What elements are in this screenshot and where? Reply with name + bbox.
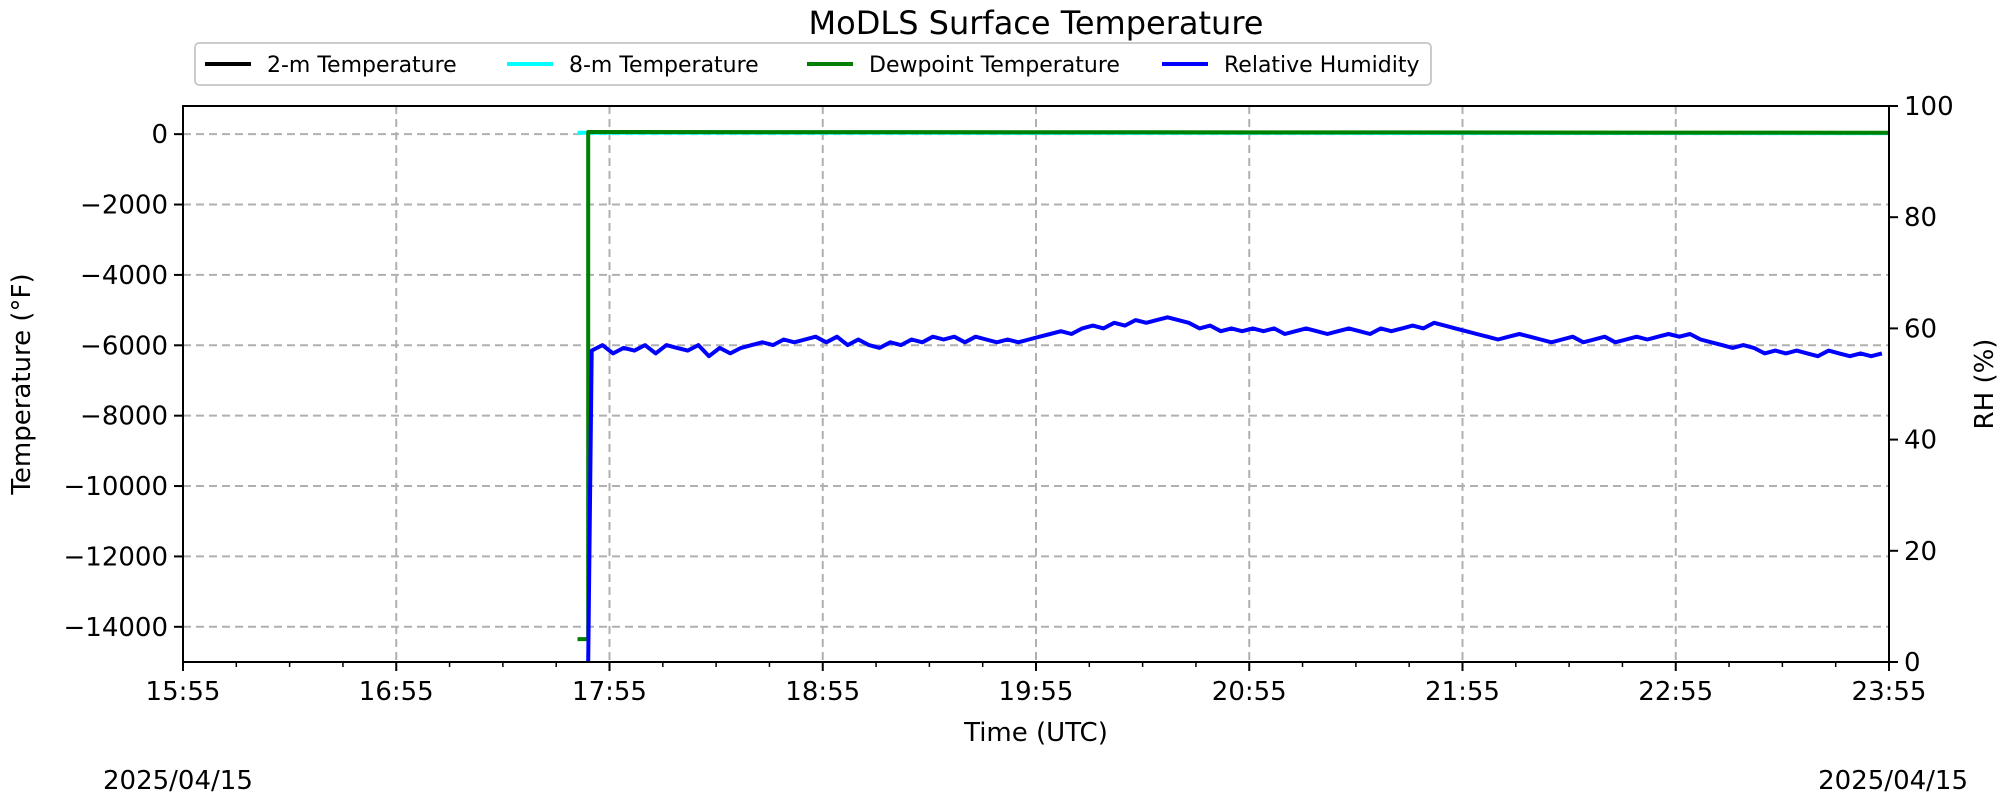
x-tick-label: 19:55: [999, 677, 1074, 707]
series-line-dewpoint-temperature: [577, 130, 1890, 642]
x-tick-label: 18:55: [785, 677, 860, 707]
legend-label-relative-humidity: Relative Humidity: [1224, 53, 1419, 78]
series-line-relative-humidity: [586, 315, 1883, 663]
date-label-right: 2025/04/15: [1818, 766, 1968, 796]
chart-title: MoDLS Surface Temperature: [809, 4, 1264, 42]
y2-axis-title: RH (%): [1970, 339, 2000, 430]
y2-tick-label: 100: [1904, 92, 1954, 122]
plot-series: [577, 130, 1890, 663]
y-tick-label: −10000: [64, 472, 169, 502]
x-tick-label: 17:55: [572, 677, 647, 707]
y2-tick-label: 0: [1904, 648, 1921, 678]
y2-tick-label: 40: [1904, 426, 1937, 456]
legend-label-2-m-temperature: 2-m Temperature: [267, 53, 457, 78]
y-tick-label: −4000: [80, 261, 168, 291]
y-axis-right: 0 20 40 60 80 100: [1889, 92, 1954, 678]
y-tick-label: −8000: [80, 402, 168, 432]
legend-label-dewpoint-temperature: Dewpoint Temperature: [869, 53, 1120, 78]
y-tick-label: −14000: [64, 613, 169, 643]
y-tick-label: −12000: [64, 542, 169, 572]
y-axis-title: Temperature (°F): [7, 273, 37, 495]
x-tick-label: 21:55: [1425, 677, 1500, 707]
y2-tick-label: 60: [1904, 314, 1937, 344]
y-tick-label: 0: [151, 120, 168, 150]
x-tick-label: 15:55: [146, 677, 221, 707]
date-label-left: 2025/04/15: [103, 766, 253, 796]
x-tick-label: 22:55: [1638, 677, 1713, 707]
x-axis: 15:55 16:55 17:55 18:55 19:55 20:55 21:55 22:55…: [146, 662, 1927, 707]
legend: 2-m Temperature 8-m Temperature Dewpoint T…: [194, 42, 1432, 86]
x-tick-label: 23:55: [1852, 677, 1927, 707]
y-axis-left: 0 −2000 −4000 −6000 −8000 −10000 −12000 −14000: [64, 120, 183, 643]
y2-tick-label: 20: [1904, 537, 1937, 567]
y-tick-label: −6000: [80, 331, 168, 361]
y-tick-label: −2000: [80, 191, 168, 221]
legend-label-8-m-temperature: 8-m Temperature: [569, 53, 759, 78]
y2-tick-label: 80: [1904, 203, 1937, 233]
x-tick-label: 20:55: [1212, 677, 1287, 707]
x-tick-label: 16:55: [359, 677, 434, 707]
x-axis-title: Time (UTC): [963, 718, 1108, 748]
